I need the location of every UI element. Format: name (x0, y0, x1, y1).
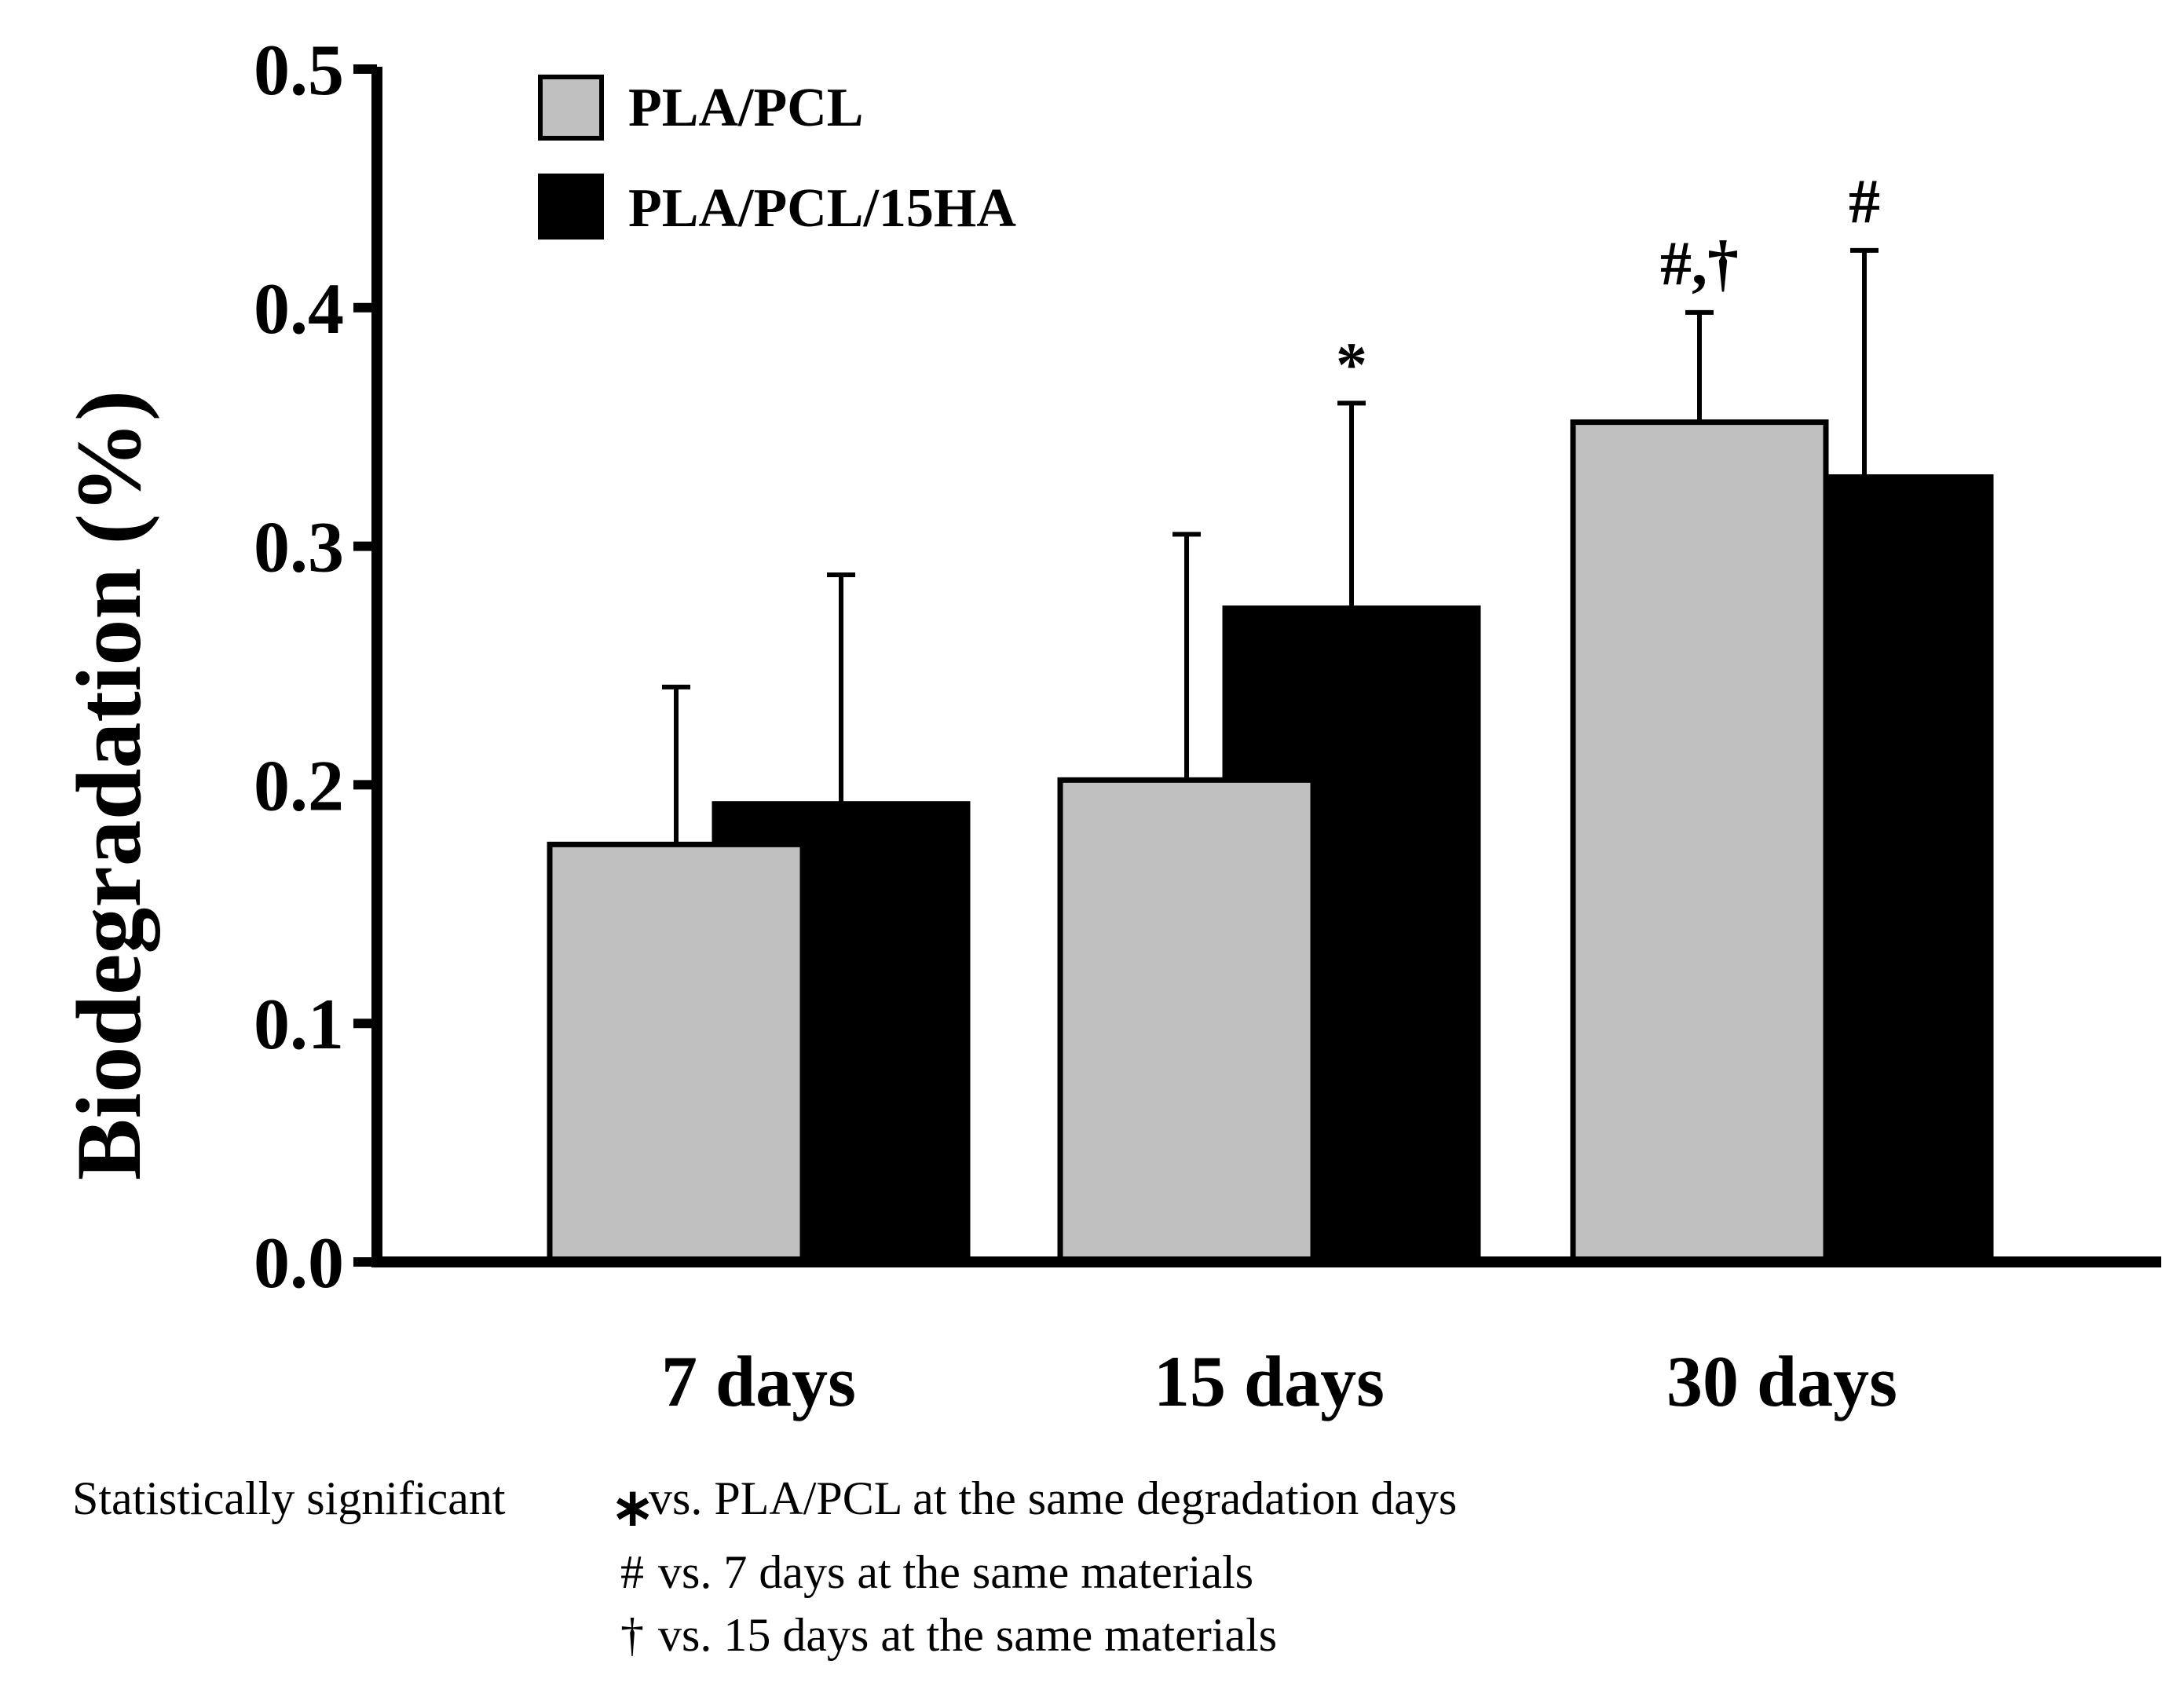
y-tick-label-2: 0.2 (254, 745, 344, 825)
y-tick-label-1: 0.1 (254, 984, 344, 1064)
bar-pla-pcl-1 (1057, 777, 1316, 1265)
error-bars-layer (662, 247, 1879, 845)
footnote-prefix: Statistically significant (72, 1472, 506, 1524)
footnote-line-2: vs. 7 days at the same materials (658, 1546, 1253, 1598)
significance-marks-layer: * #,† # (1336, 167, 1880, 400)
bar-pla-pcl-0 (547, 841, 806, 1265)
y-axis-title: Biodegradation (%) (57, 390, 160, 1180)
footnote-symbol-hash: # (620, 1546, 644, 1598)
x-labels-layer: 7 days 15 days 30 days (661, 1341, 1897, 1421)
footnote: Statistically significant ∗ vs. PLA/PCL … (72, 1472, 1457, 1661)
legend-label-pla-pcl: PLA/PCL (628, 78, 863, 138)
bars-layer (547, 419, 1994, 1265)
legend-swatch-pla-pcl (538, 75, 604, 141)
footnote-symbol-asterisk: ∗ (611, 1479, 654, 1537)
footnote-line-3: vs. 15 days at the same materials (658, 1609, 1277, 1661)
y-tick-label-4: 0.4 (254, 269, 344, 349)
legend-label-pla-pcl-15ha: PLA/PCL/15HA (628, 178, 1016, 239)
bar-pla-pcl-2 (1570, 419, 1829, 1265)
x-category-label-2: 30 days (1666, 1341, 1897, 1421)
significance-mark-1-2: # (1849, 167, 1880, 236)
significance-mark-0-2: #,† (1660, 229, 1739, 298)
y-tick-label-3: 0.3 (254, 507, 344, 587)
legend-swatch-pla-pcl-15ha (538, 174, 604, 240)
legend: PLA/PCL PLA/PCL/15HA (538, 75, 1016, 240)
footnote-line-1: vs. PLA/PCL at the same degradation days (649, 1472, 1457, 1524)
y-tick-label-5: 0.5 (254, 30, 344, 110)
y-tick-label-0: 0.0 (254, 1223, 344, 1303)
y-ticks-layer: 0.0 0.1 0.2 0.3 0.4 0.5 (254, 30, 377, 1303)
x-category-label-0: 7 days (661, 1341, 856, 1421)
x-category-label-1: 15 days (1154, 1341, 1385, 1421)
footnote-symbol-dagger: † (620, 1609, 644, 1661)
significance-mark-1-1: * (1336, 331, 1367, 400)
